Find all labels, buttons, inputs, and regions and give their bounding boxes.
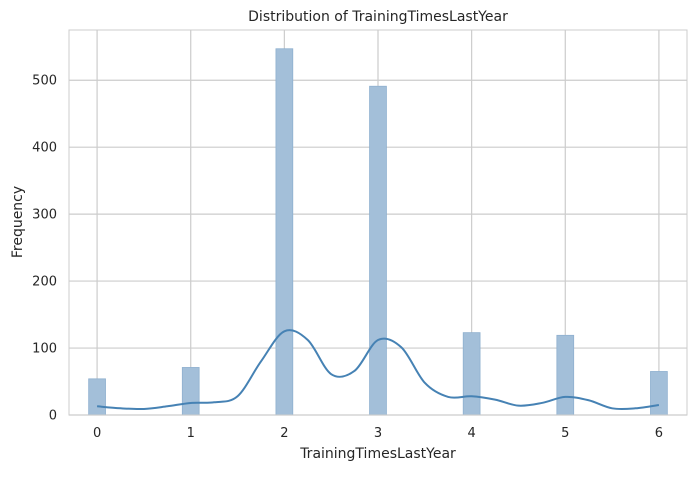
x-tick-label: 0 <box>93 426 101 441</box>
histogram-bar <box>275 48 294 416</box>
x-tick-label: 3 <box>374 426 382 441</box>
x-tick-label: 2 <box>280 426 288 441</box>
histogram-bar <box>650 371 668 416</box>
y-tick-label: 500 <box>32 74 57 89</box>
x-tick-label: 6 <box>655 426 663 441</box>
histogram-bar <box>556 334 575 416</box>
y-tick-label: 400 <box>32 141 57 156</box>
x-tick-labels: 0 1 2 3 4 5 6 <box>93 426 663 441</box>
y-tick-labels: 0 100 200 300 400 500 <box>32 74 57 424</box>
histogram-bar <box>462 332 481 416</box>
kde-line <box>97 329 660 411</box>
y-axis-label: Frequency <box>10 186 26 258</box>
x-tick-label: 4 <box>467 426 475 441</box>
y-tick-label: 100 <box>32 342 57 357</box>
axes-frame <box>68 29 688 416</box>
y-tick-label: 300 <box>32 208 57 223</box>
histogram-bar <box>369 85 387 416</box>
x-tick-label: 5 <box>561 426 569 441</box>
chart-title: Distribution of TrainingTimesLastYear <box>248 9 508 25</box>
x-tick-label: 1 <box>187 426 195 441</box>
histogram-bar <box>181 367 200 416</box>
y-tick-label: 200 <box>32 275 57 290</box>
histogram-bar <box>88 378 106 416</box>
histogram-bars <box>88 48 668 416</box>
kde-curve-group <box>97 329 660 411</box>
y-tick-label: 0 <box>49 409 57 424</box>
x-axis-label: TrainingTimesLastYear <box>299 446 456 462</box>
